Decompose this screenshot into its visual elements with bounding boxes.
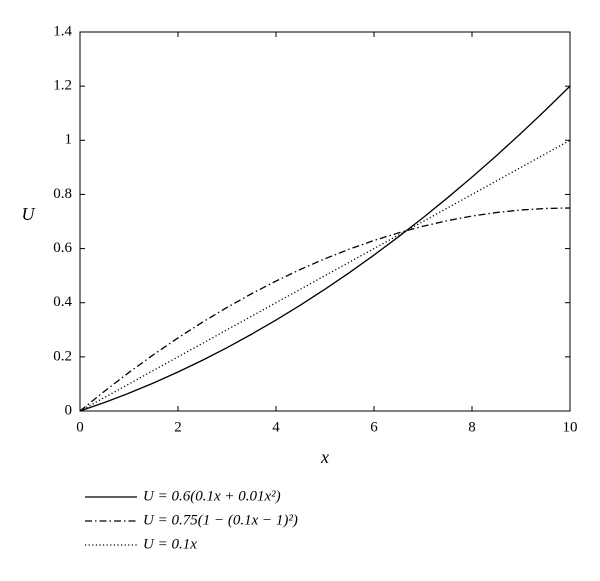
y-tick-label: 1.4 — [53, 23, 72, 39]
y-tick-label: 0 — [65, 402, 73, 418]
series-line — [79, 207, 571, 412]
y-tick-label: 0.6 — [53, 240, 72, 256]
x-tick-label: 8 — [468, 419, 476, 435]
legend-label: U = 0.75(1 − (0.1x − 1)²) — [143, 512, 298, 528]
y-tick-label: 0.2 — [53, 348, 72, 364]
legend-label: U = 0.1x — [143, 536, 197, 552]
x-tick-label: 0 — [76, 419, 84, 435]
x-tick-label: 4 — [272, 419, 280, 435]
y-tick-label: 1 — [65, 132, 73, 148]
x-tick-label: 10 — [563, 419, 578, 435]
plot-frame — [79, 31, 571, 412]
x-tick-label: 2 — [174, 419, 182, 435]
legend-label: U = 0.6(0.1x + 0.01x²) — [143, 488, 281, 504]
y-axis-label: U — [22, 204, 36, 224]
y-tick-label: 0.8 — [53, 186, 72, 202]
x-tick-label: 6 — [370, 419, 378, 435]
x-axis-label: x — [320, 447, 329, 467]
y-tick-label: 1.2 — [53, 78, 72, 94]
series-line — [79, 85, 571, 412]
series-line — [79, 139, 571, 412]
y-tick-label: 0.4 — [53, 294, 72, 310]
